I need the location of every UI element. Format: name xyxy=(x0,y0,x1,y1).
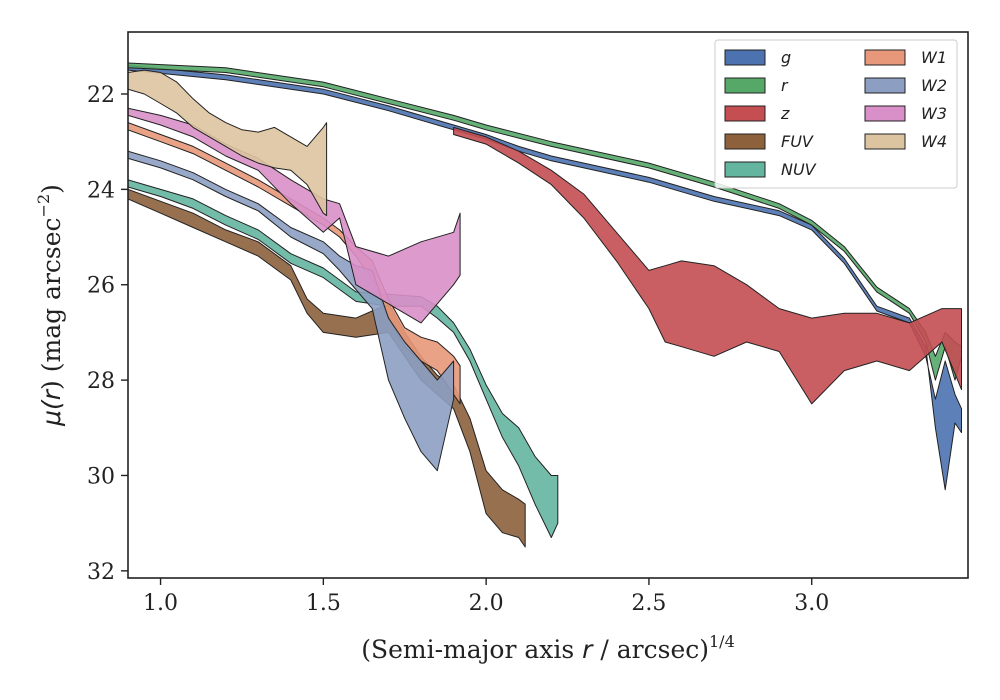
band-z xyxy=(453,126,962,405)
legend-label-w3: W3 xyxy=(921,104,947,123)
legend-label-w4: W4 xyxy=(921,132,947,151)
legend-swatch-nuv xyxy=(724,161,766,178)
x-tick-label: 1.0 xyxy=(143,591,178,616)
y-tick-label: 24 xyxy=(87,178,115,203)
y-tick-label: 32 xyxy=(87,560,115,585)
legend-label-g: g xyxy=(781,48,791,67)
y-tick-label: 22 xyxy=(87,83,115,108)
legend-frame xyxy=(714,39,958,189)
legend-swatch-w4 xyxy=(864,133,906,150)
y-tick-label: 28 xyxy=(87,369,115,394)
band-w4 xyxy=(128,69,328,217)
legend-swatch-fuv xyxy=(724,133,766,150)
band-nuv xyxy=(128,179,559,538)
x-tick-label: 2.0 xyxy=(469,591,504,616)
y-axis-title: μ(r) (mag arcsec−2) xyxy=(34,184,66,427)
legend-swatch-w1 xyxy=(864,49,906,66)
legend-swatch-r xyxy=(724,77,766,94)
legend-label-fuv: FUV xyxy=(781,132,814,151)
legend-label-w1: W1 xyxy=(921,48,947,67)
legend-label-z: z xyxy=(780,104,790,123)
y-tick-label: 30 xyxy=(87,464,115,489)
legend-label-w2: W2 xyxy=(921,76,947,95)
y-tick-label: 26 xyxy=(87,274,115,299)
x-tick-label: 3.0 xyxy=(794,591,829,616)
axes: 1.0 1.5 2.0 2.5 3.0 22 24 26 28 30 32 xyxy=(87,31,969,616)
legend-label-r: r xyxy=(781,76,789,95)
legend-label-nuv: NUV xyxy=(781,160,817,179)
axes-frame xyxy=(127,31,969,579)
legend-swatch-w3 xyxy=(864,105,906,122)
plot-area xyxy=(128,62,962,548)
band-fuv xyxy=(128,188,526,548)
legend-swatch-w2 xyxy=(864,77,906,94)
legend-swatch-g xyxy=(724,49,766,66)
x-axis-title: (Semi-major axis r / arcsec)1/4 xyxy=(361,632,735,664)
legend-swatch-z xyxy=(724,105,766,122)
x-tick-label: 1.5 xyxy=(306,591,341,616)
x-tick-label: 2.5 xyxy=(631,591,666,616)
legend: grz FUV NUV W1 W2 W3 W4 xyxy=(714,39,958,189)
band-w2 xyxy=(128,150,455,472)
